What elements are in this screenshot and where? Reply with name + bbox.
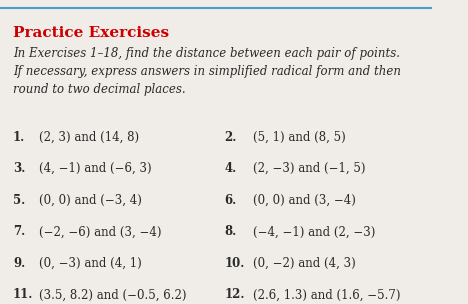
Text: 10.: 10. xyxy=(225,257,245,270)
Text: Practice Exercises: Practice Exercises xyxy=(13,26,169,40)
Text: 4.: 4. xyxy=(225,162,237,175)
Text: (0, −3) and (4, 1): (0, −3) and (4, 1) xyxy=(39,257,142,270)
Text: 6.: 6. xyxy=(225,194,237,207)
Text: (0, 0) and (3, −4): (0, 0) and (3, −4) xyxy=(253,194,356,207)
Text: 9.: 9. xyxy=(13,257,25,270)
Text: (2.6, 1.3) and (1.6, −5.7): (2.6, 1.3) and (1.6, −5.7) xyxy=(253,288,400,301)
Text: 5.: 5. xyxy=(13,194,25,207)
Text: 1.: 1. xyxy=(13,131,25,144)
Text: (5, 1) and (8, 5): (5, 1) and (8, 5) xyxy=(253,131,345,144)
Text: 2.: 2. xyxy=(225,131,237,144)
Text: 8.: 8. xyxy=(225,225,237,238)
Text: (2, 3) and (14, 8): (2, 3) and (14, 8) xyxy=(39,131,139,144)
Text: (2, −3) and (−1, 5): (2, −3) and (−1, 5) xyxy=(253,162,365,175)
Text: 12.: 12. xyxy=(225,288,245,301)
Text: 3.: 3. xyxy=(13,162,25,175)
Text: (4, −1) and (−6, 3): (4, −1) and (−6, 3) xyxy=(39,162,152,175)
Text: (−4, −1) and (2, −3): (−4, −1) and (2, −3) xyxy=(253,225,375,238)
Text: (0, −2) and (4, 3): (0, −2) and (4, 3) xyxy=(253,257,355,270)
Text: (0, 0) and (−3, 4): (0, 0) and (−3, 4) xyxy=(39,194,142,207)
Text: 7.: 7. xyxy=(13,225,25,238)
Text: 11.: 11. xyxy=(13,288,33,301)
Text: In Exercises 1–18, find the distance between each pair of points.
If necessary, : In Exercises 1–18, find the distance bet… xyxy=(13,47,401,95)
Text: (3.5, 8.2) and (−0.5, 6.2): (3.5, 8.2) and (−0.5, 6.2) xyxy=(39,288,186,301)
Text: (−2, −6) and (3, −4): (−2, −6) and (3, −4) xyxy=(39,225,161,238)
